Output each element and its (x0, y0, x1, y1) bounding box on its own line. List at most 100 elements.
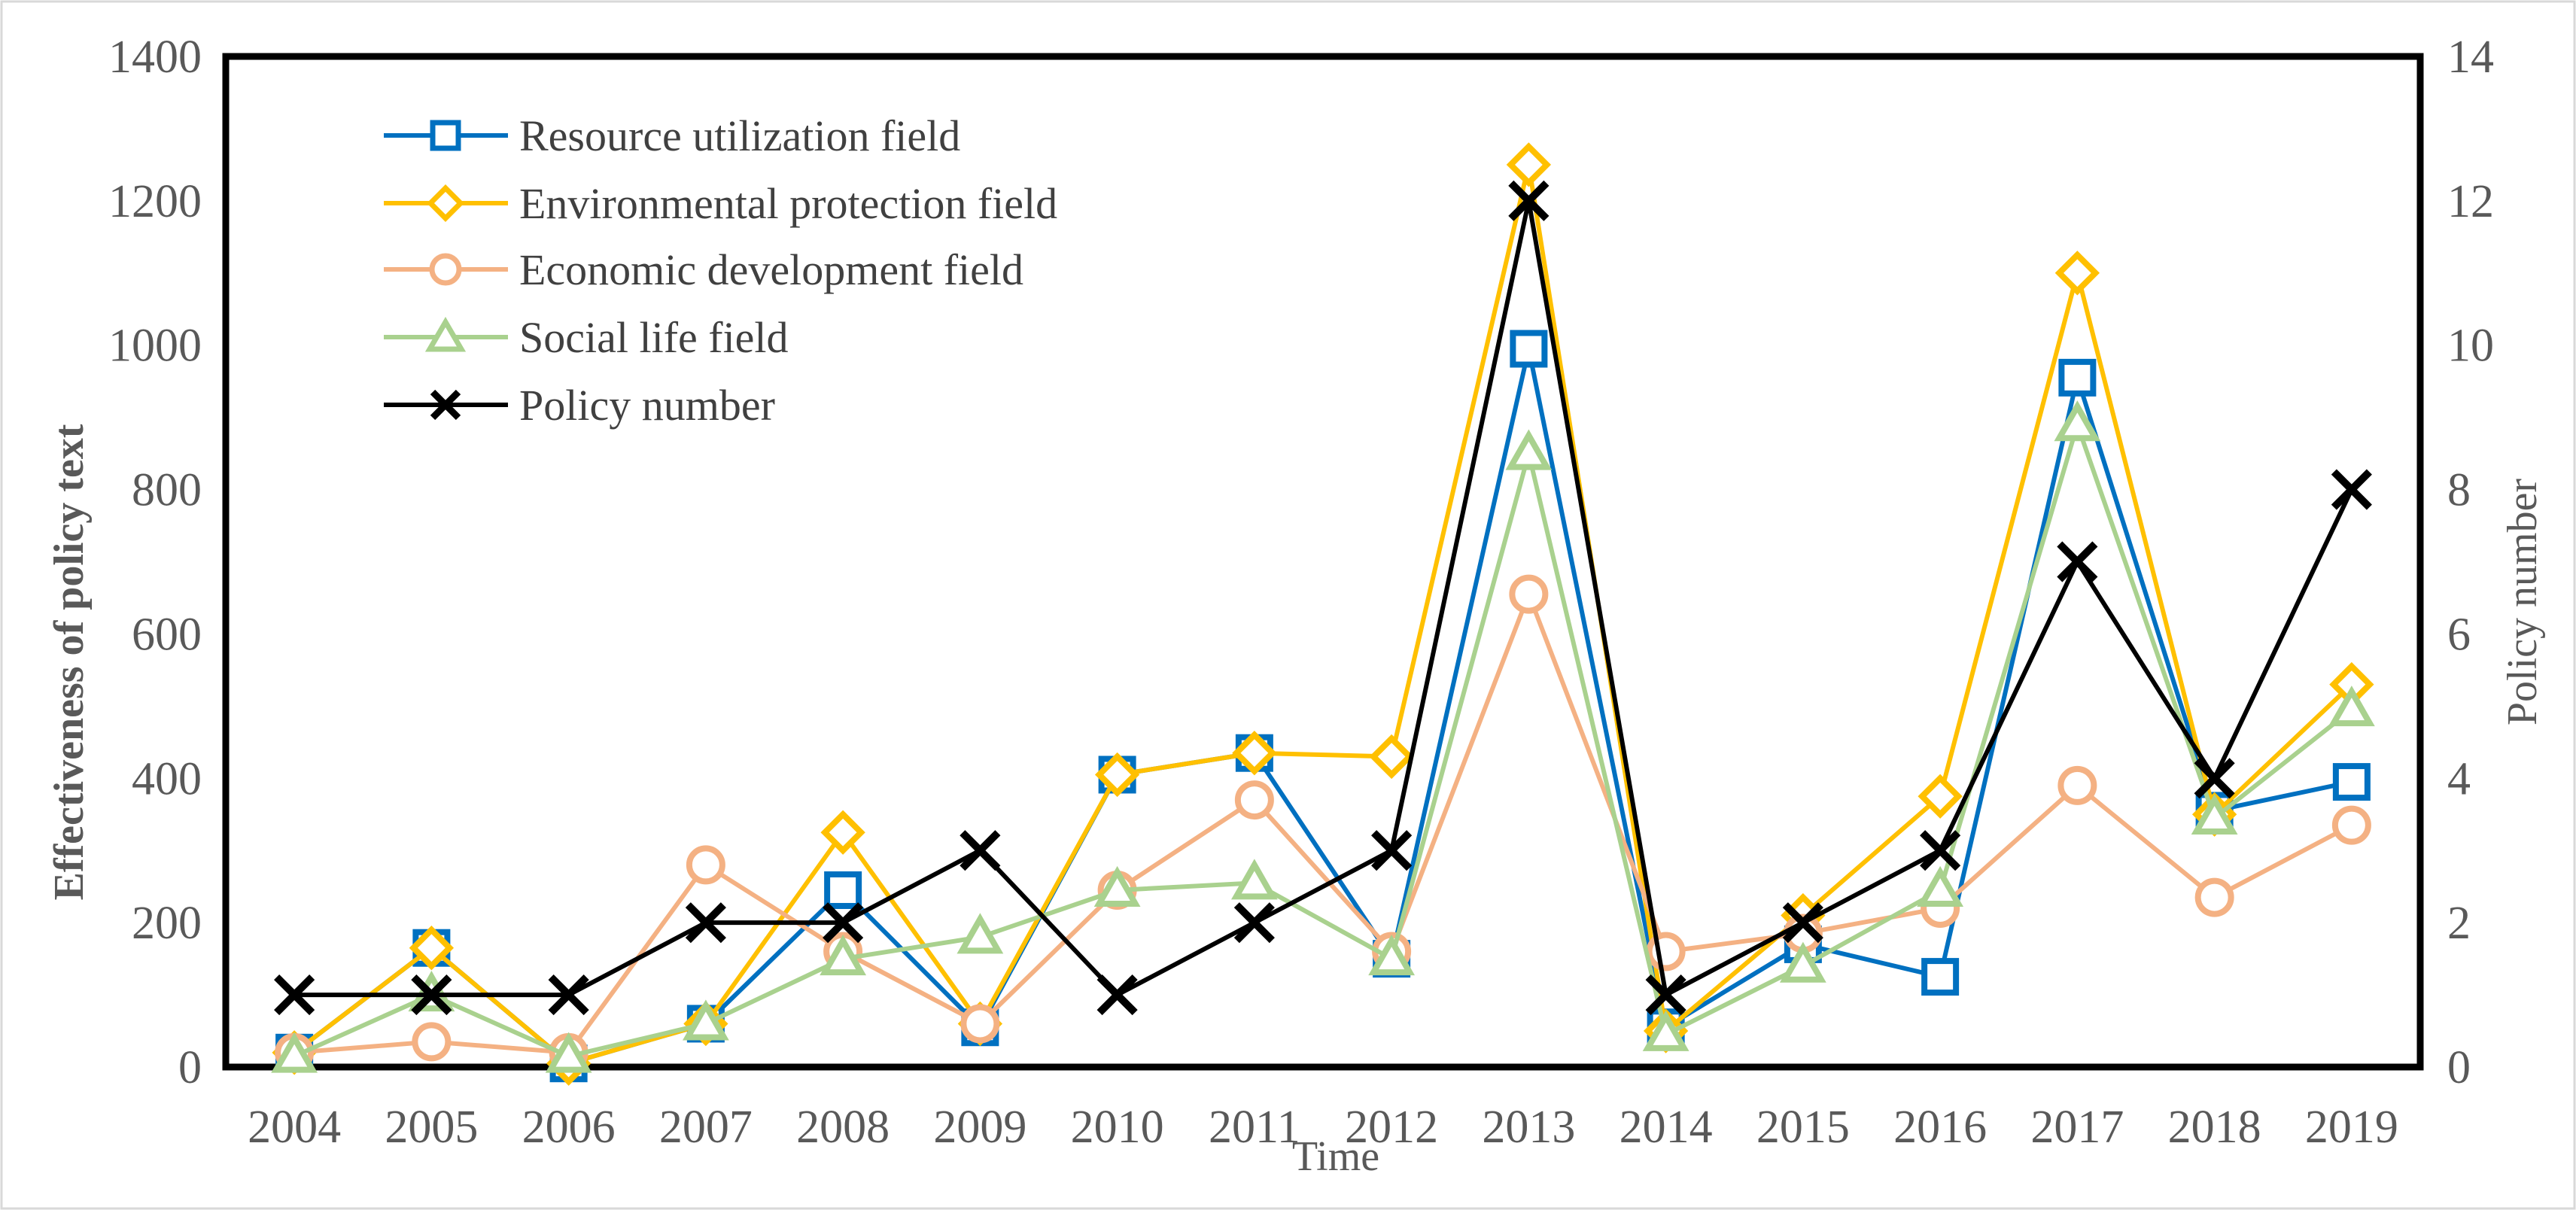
diamond-point (409, 926, 455, 971)
x-tick-label: 2015 (1756, 1102, 1850, 1153)
triangle-point (820, 935, 867, 976)
series-3 (271, 400, 2375, 1073)
legend-item-resource-utilization: Resource utilization field (384, 111, 960, 160)
series-line (293, 422, 2353, 1059)
legend-label: Social life field (519, 313, 789, 362)
triangle-point (1368, 935, 1416, 976)
circle-point (2194, 877, 2234, 917)
triangle-point (2054, 400, 2101, 442)
legend-label: Policy number (519, 381, 775, 430)
x-tick-label: 2011 (1209, 1102, 1300, 1153)
x-axis-title: Time (1292, 1133, 1379, 1180)
diamond-point (1918, 774, 1963, 819)
diamond-point (2054, 251, 2100, 296)
x-tick-label: 2013 (1482, 1102, 1575, 1153)
diamond-point (1369, 734, 1414, 780)
x-point (685, 902, 726, 944)
legend-item-social-life: Social life field (384, 313, 789, 362)
x-tick-label: 2014 (1620, 1102, 1713, 1153)
x-point (2057, 541, 2098, 582)
circle-point (2057, 765, 2097, 805)
legend-circle-marker (429, 253, 462, 286)
diamond-point (1506, 142, 1552, 187)
x-tick-label: 2016 (1893, 1102, 1987, 1153)
triangle-point (2328, 686, 2375, 727)
x-tick-label: 2007 (659, 1102, 753, 1153)
y-tick-label: 600 (132, 609, 202, 660)
x-ticks: 2004 2005 2006 2007 2008 2009 2010 2011 2012 2013… (248, 1102, 2398, 1153)
x-point (1096, 974, 1138, 1016)
triangle-point (271, 1032, 318, 1073)
circle-point (1234, 780, 1274, 820)
legend-square-marker (430, 120, 461, 151)
triangle-point (2191, 793, 2238, 835)
legend-item-environmental-protection: Environmental protection field (384, 179, 1057, 228)
y2-tick-label: 4 (2447, 753, 2471, 804)
triangle-point (956, 913, 1004, 954)
x-point (411, 974, 452, 1016)
y2-tick-label: 2 (2447, 898, 2471, 949)
diamond-point (1232, 731, 1277, 776)
square-point (1921, 958, 1960, 996)
circle-point (960, 1004, 1000, 1044)
square-point (2332, 763, 2371, 801)
y2-tick-label: 6 (2447, 609, 2471, 660)
triangle-point (1642, 1010, 1689, 1051)
x-point (1508, 180, 1550, 221)
y-right-ticks: 0 2 4 6 8 10 12 14 (2447, 32, 2494, 1093)
legend-item-economic-development: Economic development field (384, 245, 1023, 294)
circle-point (686, 845, 725, 885)
triangle-point (545, 1032, 592, 1073)
x-point (1233, 902, 1275, 944)
x-point (1920, 830, 1961, 871)
triangle-point (1093, 865, 1141, 907)
legend-triangle-marker (424, 317, 467, 352)
square-point (824, 871, 862, 909)
x-point (1645, 974, 1686, 1016)
x-tick-label: 2005 (385, 1102, 478, 1153)
y-tick-label: 1400 (108, 32, 202, 83)
y2-axis-title: Policy number (2499, 479, 2546, 726)
legend-label: Economic development field (519, 245, 1023, 294)
legend-item-policy-number: Policy number (384, 381, 775, 430)
x-point (2331, 469, 2372, 510)
x-tick-label: 2010 (1071, 1102, 1164, 1153)
x-tick-label: 2006 (522, 1102, 616, 1153)
x-tick-label: 2019 (2305, 1102, 2398, 1153)
plot-frame (222, 53, 2424, 1071)
x-point (960, 830, 1001, 871)
y-tick-label: 1200 (108, 176, 202, 227)
x-point (274, 974, 315, 1016)
y-tick-label: 400 (132, 753, 202, 804)
triangle-point (1230, 859, 1278, 900)
legend-x-marker (430, 389, 461, 421)
triangle-point (1505, 429, 1553, 470)
x-tick-label: 2008 (796, 1102, 890, 1153)
x-tick-label: 2017 (2030, 1102, 2124, 1153)
x-tick-label: 2018 (2168, 1102, 2261, 1153)
x-point (2194, 758, 2235, 799)
y-tick-label: 800 (132, 465, 202, 516)
diamond-point (1094, 752, 1140, 798)
y2-tick-label: 14 (2447, 32, 2494, 83)
triangle-point (1779, 941, 1826, 983)
x-tick-label: 2012 (1345, 1102, 1438, 1153)
y-tick-label: 200 (132, 898, 202, 949)
legend-label: Environmental protection field (519, 179, 1057, 228)
x-point (823, 902, 864, 944)
x-tick-label: 2009 (933, 1102, 1026, 1153)
y-axis-title: Effectiveness of policy text (46, 424, 93, 900)
y2-tick-label: 12 (2447, 176, 2494, 227)
circle-point (2331, 805, 2371, 845)
x-point (548, 974, 589, 1016)
series-line (294, 198, 2354, 998)
y2-tick-label: 10 (2447, 321, 2494, 372)
y-tick-label: 0 (178, 1042, 202, 1093)
series-4 (274, 180, 2372, 1016)
circle-point (412, 1022, 452, 1062)
legend: Resource utilization field Environmental… (384, 111, 1057, 430)
y-left-ticks: 0 200 400 600 800 1000 1200 1400 (108, 32, 202, 1093)
